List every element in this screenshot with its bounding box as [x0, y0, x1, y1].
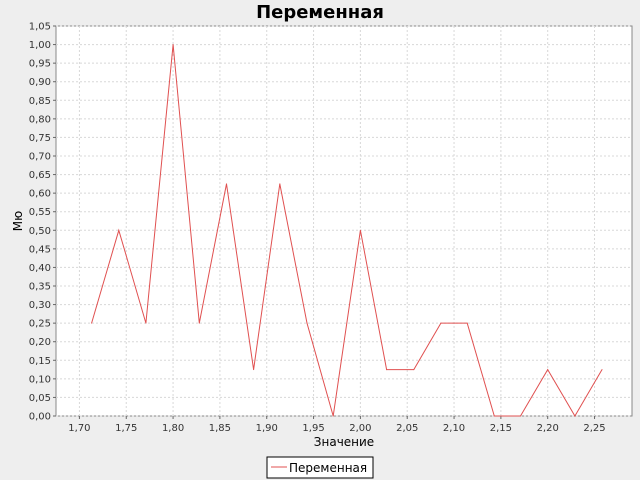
x-axis-label: Значение: [314, 435, 374, 449]
data-point: [279, 183, 281, 185]
data-point: [225, 183, 227, 185]
x-tick-label: 1,75: [115, 423, 137, 434]
y-tick-label: 0,35: [29, 282, 51, 293]
data-point: [493, 415, 495, 417]
data-point: [386, 369, 388, 371]
y-tick-label: 0,45: [29, 244, 51, 255]
data-point: [198, 322, 200, 324]
y-tick-label: 0,30: [29, 300, 51, 311]
y-tick-label: 0,25: [29, 319, 51, 330]
data-point: [520, 415, 522, 417]
data-point: [118, 229, 120, 231]
data-point: [547, 369, 549, 371]
series-line: [91, 44, 603, 417]
data-point: [91, 322, 93, 324]
data-point: [440, 322, 442, 324]
data-point: [253, 369, 255, 371]
x-tick-label: 2,15: [490, 423, 512, 434]
y-tick-label: 0,90: [29, 77, 51, 88]
y-tick-label: 0,65: [29, 170, 51, 181]
y-tick-label: 0,95: [29, 59, 51, 70]
axes: [53, 25, 596, 419]
y-tick-label: 0,55: [29, 207, 51, 218]
y-tick-label: 0,60: [29, 189, 51, 200]
grid-lines: [56, 25, 632, 417]
y-tick-label: 0,10: [29, 374, 51, 385]
chart-title: Переменная: [256, 2, 384, 23]
y-tick-label: 0,50: [29, 226, 51, 237]
x-tick-label: 1,90: [256, 423, 278, 434]
x-tick-label: 1,85: [209, 423, 231, 434]
series-layer: [91, 44, 603, 417]
y-tick-label: 0,85: [29, 96, 51, 107]
data-point: [172, 44, 174, 46]
y-tick-label: 0,05: [29, 393, 51, 404]
x-tick-label: 1,80: [162, 423, 184, 434]
data-point: [413, 369, 415, 371]
legend-box: [266, 456, 374, 479]
y-tick-label: 0,75: [29, 133, 51, 144]
y-tick-label: 0,80: [29, 114, 51, 125]
y-tick-label: 0,40: [29, 263, 51, 274]
x-tick-label: 2,05: [396, 423, 418, 434]
x-tick-label: 2,20: [537, 423, 559, 434]
data-point: [359, 229, 361, 231]
data-point: [466, 322, 468, 324]
y-tick-label: 1,00: [29, 40, 51, 51]
data-point: [145, 322, 147, 324]
x-tick-label: 2,25: [583, 423, 605, 434]
legend-label: Переменная: [289, 461, 367, 475]
legend: Переменная: [266, 456, 374, 479]
tick-labels: 0,00 0,05 0,10 0,15 0,20 0,25 0,30 0,35 0,40 0,45…: [29, 22, 606, 435]
y-tick-label: 0,00: [29, 412, 51, 423]
x-tick-label: 2,10: [443, 423, 465, 434]
x-tick-label: 1,95: [302, 423, 324, 434]
x-tick-label: 1,70: [68, 423, 90, 434]
data-point: [574, 415, 576, 417]
data-point: [332, 415, 334, 417]
y-tick-label: 1,05: [29, 22, 51, 33]
y-axis-label: Мю: [11, 211, 25, 231]
x-tick-label: 2,00: [349, 423, 371, 434]
y-tick-label: 0,15: [29, 356, 51, 367]
data-point: [601, 369, 603, 371]
y-tick-label: 0,70: [29, 152, 51, 163]
y-tick-label: 0,20: [29, 337, 51, 348]
plot-area: [55, 25, 633, 417]
data-point: [306, 322, 308, 324]
